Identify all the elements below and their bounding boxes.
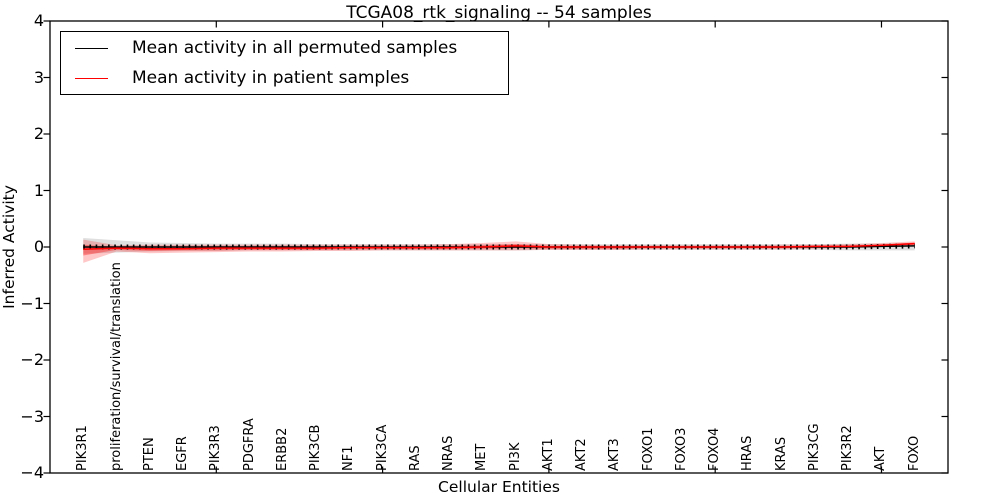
- x-category-label: PIK3R1: [75, 425, 91, 471]
- legend-entry-patient: Mean activity in patient samples: [61, 64, 508, 92]
- y-tick-label: 0: [33, 237, 44, 256]
- y-tick-label: 2: [33, 124, 44, 143]
- x-category-label: KRAS: [773, 436, 789, 471]
- legend-label: Mean activity in patient samples: [132, 68, 410, 88]
- x-category-label: NRAS: [441, 435, 457, 471]
- patient-std-band-outer: [83, 239, 915, 263]
- y-tick-label: 3: [33, 67, 44, 87]
- y-tick-label: −4: [20, 463, 44, 482]
- legend-label: Mean activity in all permuted samples: [132, 38, 458, 58]
- x-category-label: FOXO: [906, 435, 922, 471]
- x-category-label: AKT: [873, 446, 889, 471]
- legend-entry-permuted: Mean activity in all permuted samples: [61, 34, 508, 62]
- x-category-label: PTEN: [141, 437, 157, 471]
- legend-line-sample-black: [75, 47, 108, 49]
- x-category-label: ERBB2: [274, 427, 290, 471]
- patient-mean-line: [83, 242, 915, 251]
- x-category-label: PDGFRA: [241, 418, 257, 471]
- y-tick-label: −1: [20, 293, 44, 313]
- x-category-label: RAS: [407, 445, 423, 471]
- x-category-label: NF1: [341, 445, 357, 471]
- x-category-label: proliferation/survival/translation: [108, 262, 124, 471]
- y-tick-label: 4: [33, 11, 44, 30]
- x-category-label: AKT1: [540, 438, 556, 471]
- x-category-label: EGFR: [175, 436, 191, 471]
- chart-title: TCGA08_rtk_signaling -- 54 samples: [346, 3, 652, 23]
- x-category-label: PIK3CB: [308, 424, 324, 471]
- x-category-label: FOXO1: [640, 427, 656, 471]
- x-category-label: PIK3CG: [806, 423, 822, 471]
- x-category-label: HRAS: [740, 435, 756, 471]
- legend-box: Mean activity in all permuted samples Me…: [60, 31, 509, 95]
- x-category-label: AKT3: [607, 438, 623, 471]
- y-tick-label: 1: [33, 180, 44, 200]
- x-category-label: AKT2: [574, 438, 590, 471]
- x-category-label: PIK3CA: [374, 424, 390, 471]
- y-tick-label: −3: [20, 406, 44, 426]
- x-category-label: PIK3R2: [840, 425, 856, 471]
- legend-line-sample-red: [75, 77, 108, 79]
- x-category-label: FOXO4: [707, 427, 723, 471]
- x-axis-label: Cellular Entities: [438, 478, 560, 496]
- x-category-label: FOXO3: [673, 427, 689, 471]
- y-tick-label: −2: [20, 350, 44, 369]
- x-category-label: PI3K: [507, 442, 523, 471]
- x-category-label: MET: [474, 443, 490, 471]
- x-category-label: PIK3R3: [208, 425, 224, 471]
